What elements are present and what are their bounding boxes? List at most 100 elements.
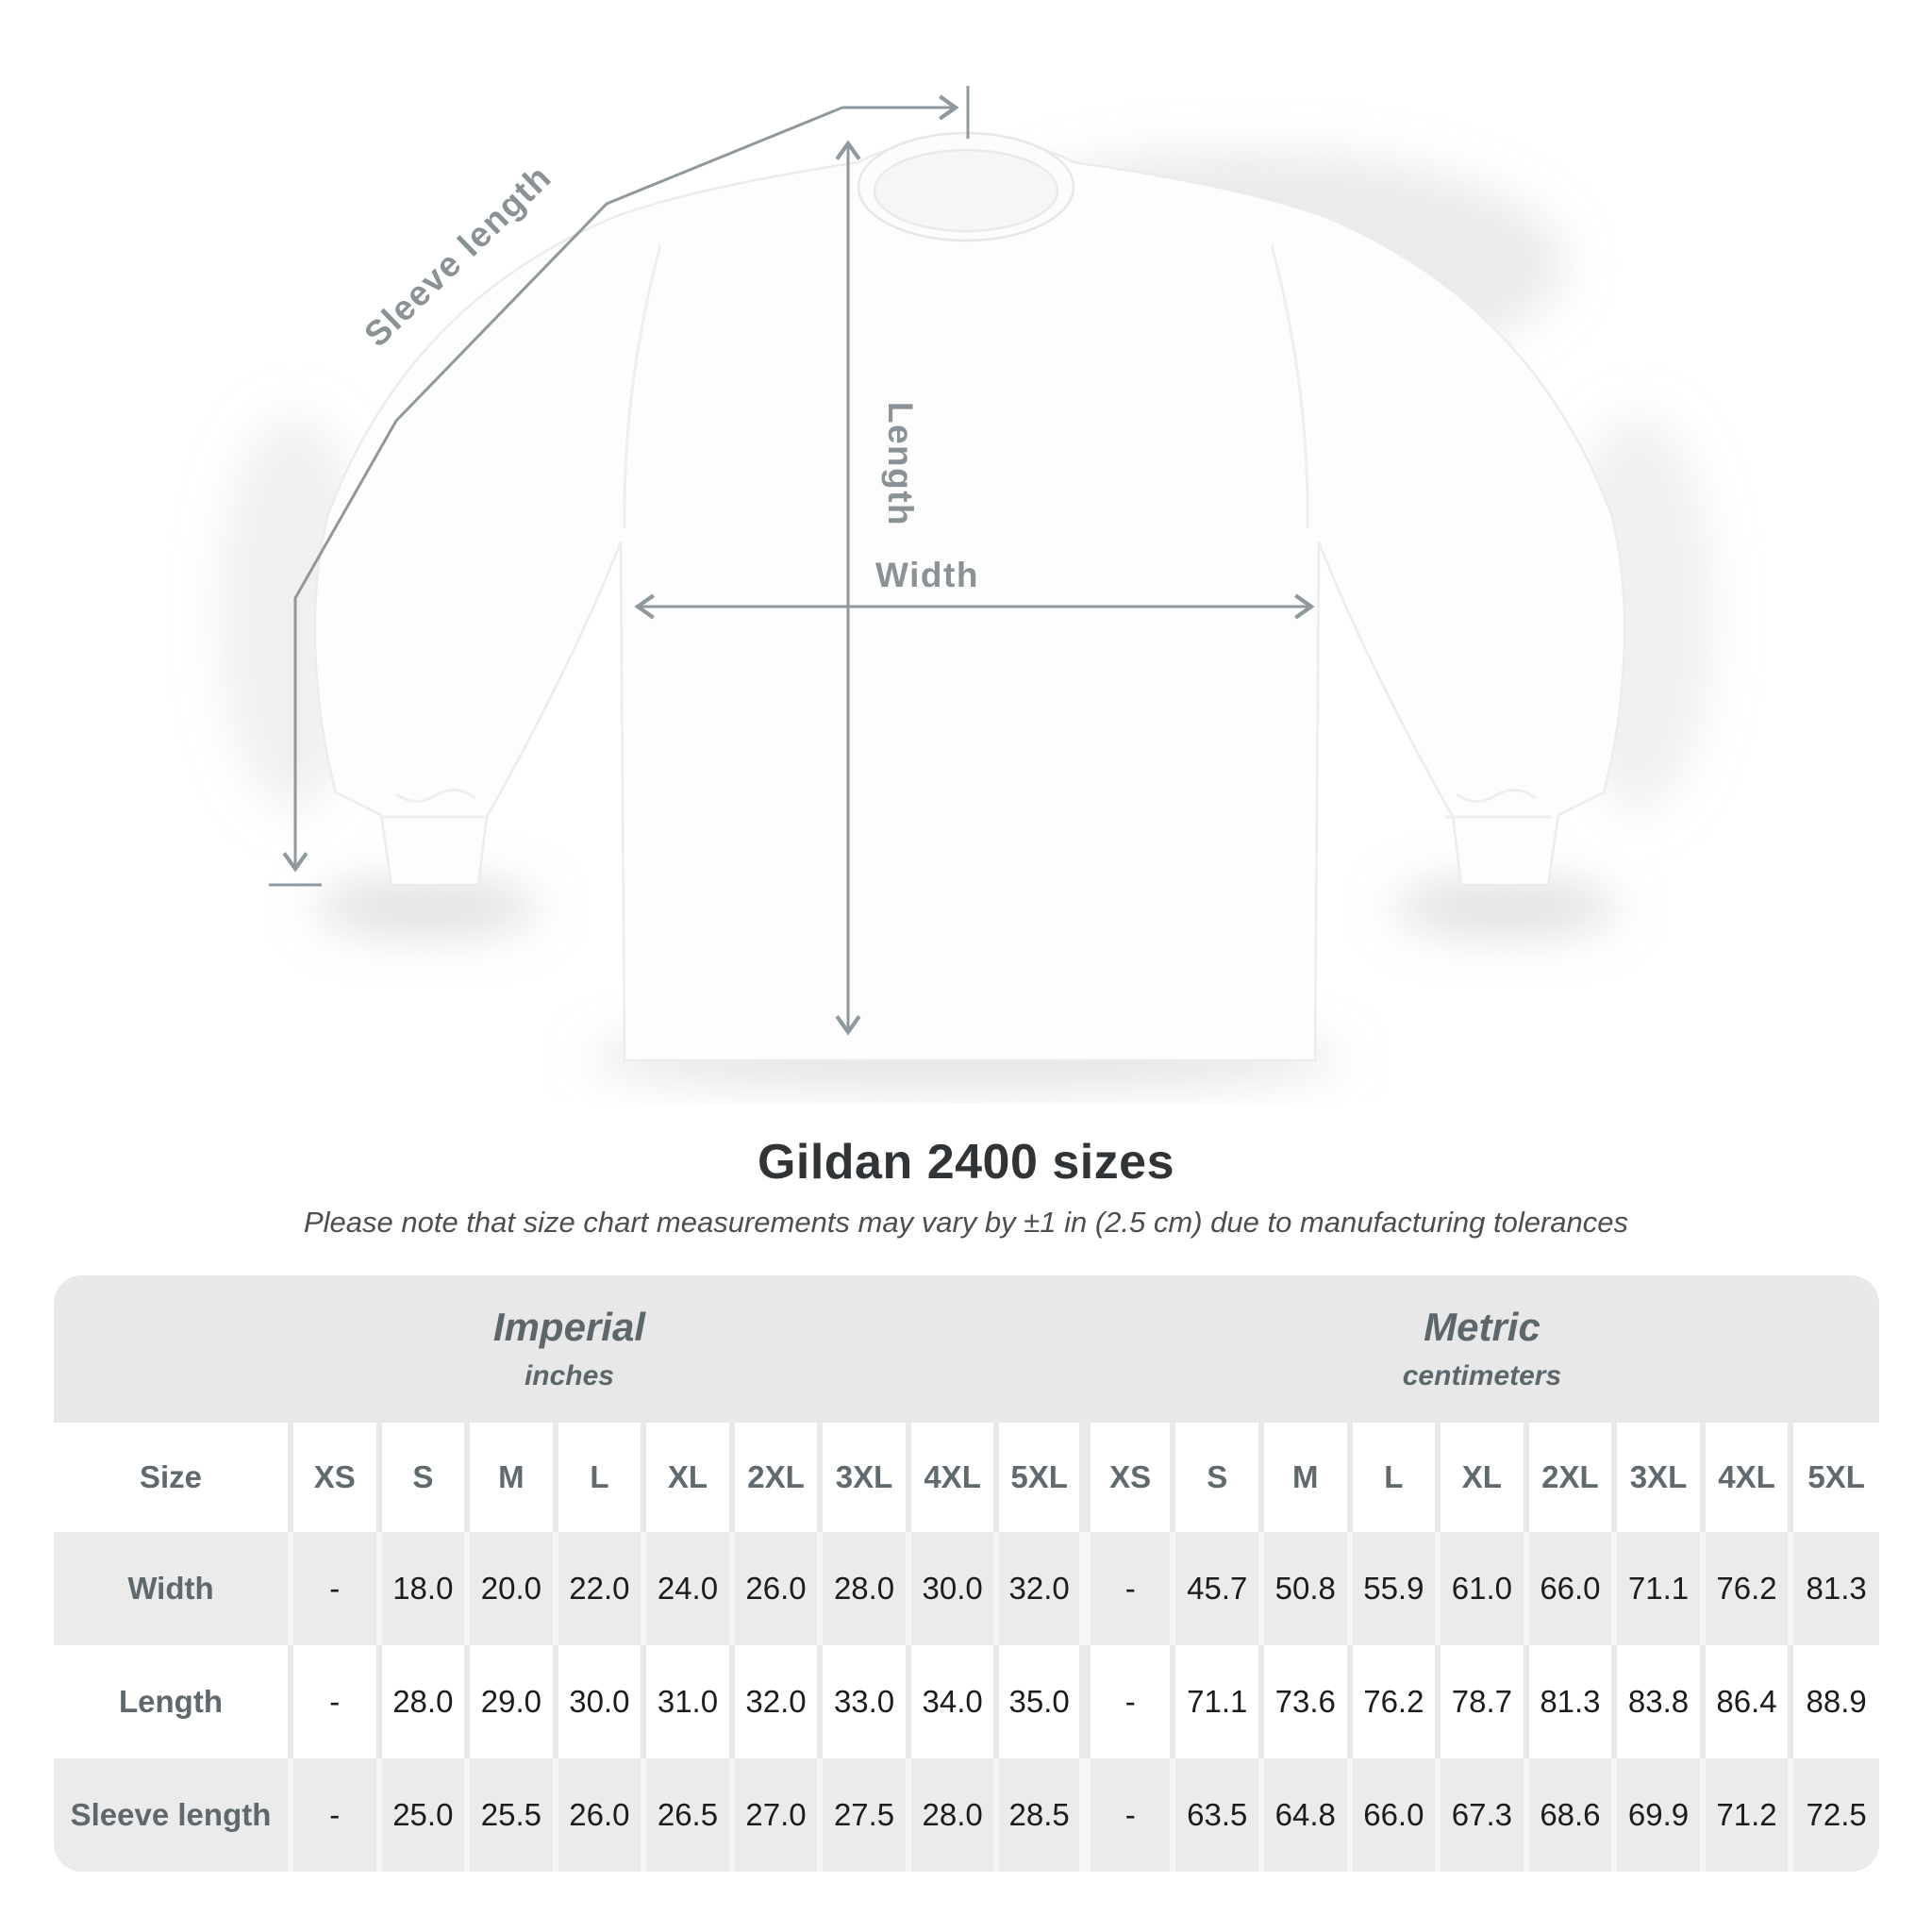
row-label: Width (54, 1532, 291, 1645)
size-table: Imperial inches Metric centimeters Size … (54, 1275, 1879, 1872)
cell-metric-l: 55.9 (1346, 1532, 1439, 1645)
cell-imperial-3xl: 28.0 (817, 1532, 908, 1645)
cell-imperial-m: 25.5 (464, 1758, 556, 1872)
page-subtitle: Please note that size chart measurements… (303, 1206, 1629, 1239)
cell-imperial-m: 29.0 (464, 1645, 556, 1758)
cell-metric-2xl: 68.6 (1523, 1758, 1615, 1872)
measurement-lines (269, 86, 1315, 1036)
size-header-metric-xl: XL (1435, 1423, 1526, 1532)
cell-imperial-2xl: 26.0 (728, 1532, 821, 1645)
cell-metric-2xl: 66.0 (1523, 1532, 1615, 1645)
size-header-imperial-3xl: 3XL (817, 1423, 908, 1532)
imperial-group-header: Imperial inches (54, 1275, 1085, 1423)
size-header-imperial-5xl: 5XL (993, 1423, 1085, 1532)
cell-metric-4xl: 86.4 (1699, 1645, 1791, 1758)
cell-metric-m: 50.8 (1258, 1532, 1350, 1645)
size-header-imperial-s: S (375, 1423, 468, 1532)
size-header-metric-3xl: 3XL (1611, 1423, 1703, 1532)
size-header-imperial-l: L (552, 1423, 644, 1532)
row-label: Sleeve length (54, 1758, 291, 1872)
size-header-imperial-xs: XS (288, 1423, 379, 1532)
cell-imperial-2xl: 32.0 (728, 1645, 821, 1758)
cell-imperial-5xl: 35.0 (993, 1645, 1085, 1758)
size-header-metric-m: M (1258, 1423, 1350, 1532)
cell-metric-s: 63.5 (1170, 1758, 1262, 1872)
cell-imperial-s: 25.0 (375, 1758, 468, 1872)
cell-imperial-2xl: 27.0 (728, 1758, 821, 1872)
cell-imperial-xl: 26.5 (641, 1758, 732, 1872)
size-header-metric-xs: XS (1078, 1423, 1174, 1532)
size-header-metric-2xl: 2XL (1523, 1423, 1615, 1532)
size-header-row: Size XS S M L XL 2XL 3XL 4XL 5XL XS S M L XL 2XL 3XL 4XL… (54, 1423, 1879, 1532)
size-header-metric-l: L (1346, 1423, 1439, 1532)
cell-metric-xl: 78.7 (1435, 1645, 1526, 1758)
cell-metric-l: 66.0 (1346, 1758, 1439, 1872)
cell-metric-5xl: 72.5 (1788, 1758, 1879, 1872)
cell-metric-s: 45.7 (1170, 1532, 1262, 1645)
cell-imperial-s: 18.0 (375, 1532, 468, 1645)
size-header-imperial-xl: XL (641, 1423, 732, 1532)
cell-metric-xl: 67.3 (1435, 1758, 1526, 1872)
imperial-label: Imperial (492, 1304, 645, 1349)
cell-imperial-m: 20.0 (464, 1532, 556, 1645)
cell-imperial-l: 22.0 (552, 1532, 644, 1645)
cell-imperial-xl: 24.0 (641, 1532, 732, 1645)
size-table-grid: Imperial inches Metric centimeters Size … (54, 1275, 1879, 1872)
cell-imperial-l: 30.0 (552, 1645, 644, 1758)
cell-metric-m: 73.6 (1258, 1645, 1350, 1758)
cell-imperial-5xl: 32.0 (993, 1532, 1085, 1645)
cell-imperial-4xl: 34.0 (905, 1645, 997, 1758)
unit-group-row: Imperial inches Metric centimeters (54, 1275, 1879, 1423)
metric-group-header: Metric centimeters (1084, 1275, 1879, 1423)
width-label: Width (875, 556, 979, 594)
size-header-imperial-m: M (464, 1423, 556, 1532)
cell-metric-xs: - (1078, 1532, 1174, 1645)
metric-label: Metric (1424, 1304, 1541, 1349)
cell-imperial-l: 26.0 (552, 1758, 644, 1872)
cell-metric-5xl: 88.9 (1788, 1645, 1879, 1758)
cell-metric-xl: 61.0 (1435, 1532, 1526, 1645)
cell-imperial-xl: 31.0 (641, 1645, 732, 1758)
cell-metric-l: 76.2 (1346, 1645, 1439, 1758)
cell-imperial-4xl: 28.0 (905, 1758, 997, 1872)
measurement-row-width: Width -18.0 20.0 22.0 24.0 26.0 28.0 30.0 32.0-4… (54, 1532, 1879, 1645)
size-header-metric-4xl: 4XL (1699, 1423, 1791, 1532)
cell-metric-4xl: 76.2 (1699, 1532, 1791, 1645)
cell-imperial-4xl: 30.0 (905, 1532, 997, 1645)
cell-metric-3xl: 69.9 (1611, 1758, 1703, 1872)
cell-metric-3xl: 71.1 (1611, 1532, 1703, 1645)
cell-metric-3xl: 83.8 (1611, 1645, 1703, 1758)
measurement-row-length: Length -28.0 29.0 30.0 31.0 32.0 33.0 34.0 35.0-… (54, 1645, 1879, 1758)
title-block: Gildan 2400 sizes Please note that size … (0, 1134, 1932, 1240)
cell-metric-4xl: 71.2 (1699, 1758, 1791, 1872)
imperial-unit-label: inches (524, 1360, 614, 1392)
cell-imperial-3xl: 33.0 (817, 1645, 908, 1758)
cell-metric-xs: - (1078, 1758, 1174, 1872)
cell-metric-m: 64.8 (1258, 1758, 1350, 1872)
size-header-metric-s: S (1170, 1423, 1262, 1532)
size-header-metric-5xl: 5XL (1788, 1423, 1879, 1532)
length-label: Length (881, 402, 920, 526)
page-title: Gildan 2400 sizes (757, 1135, 1175, 1190)
metric-unit-label: centimeters (1402, 1360, 1562, 1392)
cell-metric-2xl: 81.3 (1523, 1645, 1615, 1758)
cell-imperial-s: 28.0 (375, 1645, 468, 1758)
sleeve-length-line (282, 106, 843, 873)
cell-metric-xs: - (1078, 1645, 1174, 1758)
cell-metric-5xl: 81.3 (1788, 1532, 1879, 1645)
cell-imperial-xs: - (288, 1532, 379, 1645)
size-header-imperial-4xl: 4XL (905, 1423, 997, 1532)
cell-imperial-xs: - (288, 1758, 379, 1872)
cell-imperial-3xl: 27.5 (817, 1758, 908, 1872)
collar-opening (873, 148, 1059, 233)
shirt-measurement-diagram: Sleeve length Length Width (219, 86, 1713, 1091)
cell-imperial-xs: - (288, 1645, 379, 1758)
size-header-imperial-2xl: 2XL (728, 1423, 821, 1532)
size-column-header: Size (54, 1423, 291, 1532)
cell-imperial-5xl: 28.5 (993, 1758, 1085, 1872)
cell-metric-s: 71.1 (1170, 1645, 1262, 1758)
measurement-row-sleeve-length: Sleeve length -25.0 25.5 26.0 26.5 27.0 27.5 28… (54, 1758, 1879, 1872)
fabric-folds (381, 244, 1551, 819)
row-label: Length (54, 1645, 291, 1758)
